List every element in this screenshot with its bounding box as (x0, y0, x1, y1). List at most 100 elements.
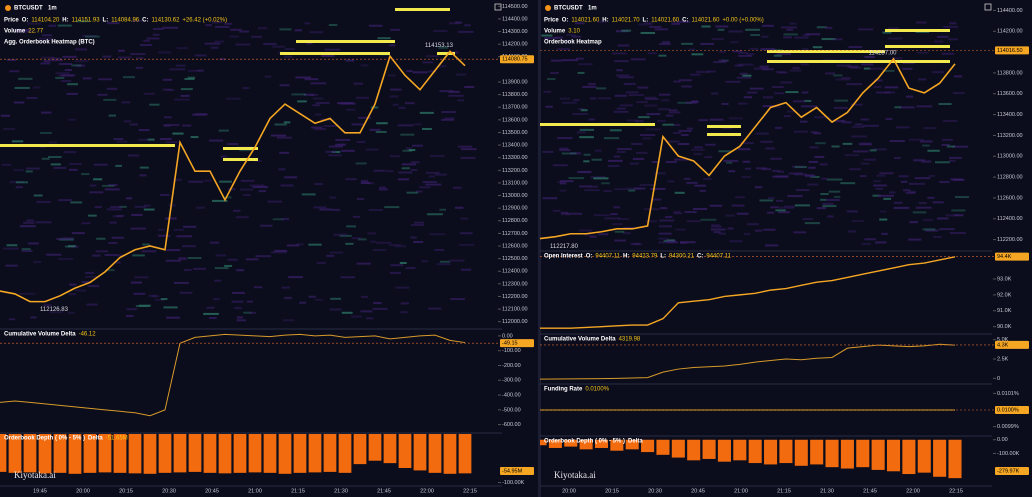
heat-cell (717, 28, 725, 31)
heat-cell (70, 201, 83, 204)
header-text: 114021.60 (651, 18, 680, 24)
header-text: Price (4, 18, 19, 24)
heat-cell (657, 119, 666, 122)
heat-cell (773, 54, 782, 57)
orderbook-wall (280, 52, 390, 55)
header-text: H: (602, 18, 608, 24)
heat-cell (610, 213, 618, 216)
heat-cell (92, 254, 101, 257)
heat-cell (579, 229, 593, 232)
heat-cell (571, 35, 582, 38)
heat-cell (272, 45, 285, 48)
heat-cell (834, 99, 848, 102)
heat-cell (172, 132, 184, 135)
heat-cell (833, 74, 843, 77)
heat-cell (402, 149, 413, 152)
orderbook-wall (885, 29, 950, 32)
heat-cell (311, 126, 323, 129)
heat-cell (278, 168, 286, 171)
heat-cell (286, 244, 300, 247)
heat-cell (227, 258, 238, 261)
heat-cell (908, 190, 916, 193)
heat-cell (804, 99, 812, 102)
heat-cell (460, 217, 469, 220)
heat-cell (618, 76, 634, 79)
heat-cell (326, 254, 335, 257)
depth-bar (83, 434, 97, 473)
fullscreen-button[interactable] (984, 3, 992, 11)
heat-cell (800, 63, 810, 66)
heat-cell (89, 184, 97, 187)
heat-cell (205, 24, 212, 27)
heat-cell (658, 237, 669, 240)
heat-cell (616, 107, 626, 110)
heat-cell (279, 151, 289, 154)
heat-cell (75, 289, 87, 292)
heat-cell (115, 164, 122, 167)
symbol[interactable]: BTCUSDT (14, 6, 43, 12)
heat-cell (835, 78, 850, 81)
fullscreen-button[interactable] (494, 3, 502, 11)
heat-cell (559, 149, 571, 152)
depth-bar (368, 434, 382, 461)
depth-bar (656, 439, 670, 455)
depth-bar (413, 434, 427, 471)
symbol[interactable]: BTCUSDT (554, 6, 583, 12)
heat-cell (851, 125, 865, 128)
heat-cell (643, 208, 660, 211)
heat-cell (425, 183, 442, 186)
heat-cell (281, 286, 290, 289)
heat-cell (760, 48, 776, 51)
heat-cell (98, 78, 113, 81)
heat-cell (401, 163, 416, 166)
heat-cell (832, 38, 843, 41)
heat-cell (884, 86, 899, 89)
heat-cell (545, 105, 553, 108)
heat-cell (635, 151, 648, 154)
heat-cell (795, 189, 810, 192)
heat-cell (209, 316, 217, 319)
orderbook-wall (707, 125, 741, 128)
heat-cell (653, 172, 667, 175)
heat-cell (672, 131, 682, 134)
heat-cell (746, 91, 758, 94)
heat-cell (709, 118, 724, 121)
heat-cell (693, 152, 702, 155)
depth-bar (594, 439, 609, 448)
heat-cell (918, 78, 927, 81)
heat-cell (749, 47, 759, 50)
heat-cell (821, 38, 836, 41)
heat-cell (623, 82, 636, 85)
heat-cell (13, 101, 25, 104)
heat-cell (151, 295, 160, 298)
heat-cell (86, 303, 98, 306)
interval[interactable]: 1m (48, 6, 57, 12)
heat-cell (360, 180, 369, 183)
heat-cell (860, 118, 869, 121)
heat-cell (941, 138, 953, 141)
heat-cell (668, 111, 681, 114)
heat-cell (781, 26, 797, 29)
heat-cell (3, 247, 19, 250)
heat-cell (6, 58, 17, 61)
depth-bar (158, 434, 172, 473)
heat-cell (712, 61, 727, 64)
heat-cell (422, 181, 437, 184)
heat-cell (725, 214, 735, 217)
heat-cell (116, 254, 126, 257)
symbol-icon (545, 5, 551, 11)
heat-cell (131, 20, 143, 23)
heat-cell (3, 127, 16, 130)
orderbook-wall (223, 147, 258, 150)
heat-cell (759, 65, 769, 68)
depth-bar (278, 434, 292, 474)
x-tick-label: 19:45 (33, 488, 47, 494)
heat-cell (136, 57, 144, 60)
heat-cell (400, 133, 415, 136)
heat-cell (213, 298, 220, 301)
heat-cell (81, 173, 90, 176)
interval[interactable]: 1m (588, 6, 597, 12)
heat-cell (649, 25, 662, 28)
heat-cell (547, 78, 556, 81)
heat-cell (38, 40, 47, 43)
